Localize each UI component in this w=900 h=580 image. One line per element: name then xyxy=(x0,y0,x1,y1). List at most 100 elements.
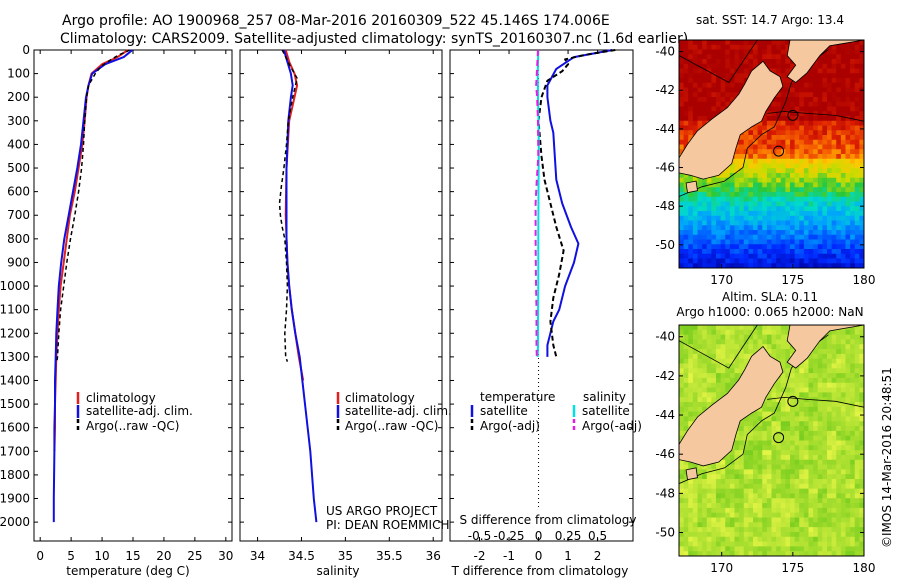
map-cell xyxy=(817,464,823,470)
map-cell xyxy=(776,225,782,231)
map-cell xyxy=(716,483,722,490)
map-cell xyxy=(850,101,856,108)
map-cell xyxy=(859,426,864,432)
map-cell xyxy=(790,454,796,461)
map-cell xyxy=(780,527,786,533)
map-cell xyxy=(748,125,754,131)
map-cell xyxy=(854,353,860,360)
map-cell xyxy=(688,196,694,203)
map-cell xyxy=(836,225,842,231)
map-cell xyxy=(702,97,708,103)
map-cell xyxy=(790,392,796,398)
map-cell xyxy=(780,459,786,466)
map-cell xyxy=(854,63,860,70)
map-cell xyxy=(757,206,763,212)
map-cell xyxy=(762,503,768,509)
map-cell xyxy=(859,234,864,241)
map-cell xyxy=(845,234,851,241)
map-cell xyxy=(836,541,842,547)
map-cell xyxy=(716,498,722,504)
map-cell xyxy=(794,459,800,466)
map-cell xyxy=(766,230,773,236)
map-cell xyxy=(776,135,782,141)
map-cell xyxy=(831,421,837,427)
map-cell xyxy=(859,253,864,260)
legend-satellite-label: satellite-adj. clim. xyxy=(86,404,193,418)
map-cell xyxy=(683,488,689,495)
map-cell xyxy=(794,440,800,446)
map-cell xyxy=(688,68,694,74)
map-cell xyxy=(729,454,736,461)
map-cell xyxy=(725,363,731,369)
map-cell xyxy=(827,163,833,169)
map-cell xyxy=(794,139,800,146)
map-cell xyxy=(734,173,740,179)
map-cell xyxy=(692,464,699,470)
map-cell xyxy=(720,59,726,65)
map-cell xyxy=(822,54,828,60)
map-cell xyxy=(840,54,847,60)
map-cell xyxy=(753,454,759,461)
map-cell xyxy=(845,130,851,136)
map-cell xyxy=(817,358,823,365)
map-cell xyxy=(794,387,800,393)
map-cell xyxy=(716,211,722,217)
map-cell xyxy=(766,483,773,490)
map-cell xyxy=(854,215,860,222)
map-cell xyxy=(799,97,805,103)
map-cell xyxy=(720,230,726,236)
map-cell xyxy=(729,182,736,188)
map-cell xyxy=(808,402,814,408)
map-cell xyxy=(692,49,699,55)
map-cell xyxy=(720,97,726,103)
map-cell xyxy=(679,220,685,226)
map-cell xyxy=(780,397,786,403)
map-cell xyxy=(692,551,699,556)
map-cell xyxy=(729,368,736,374)
map-cell xyxy=(794,87,800,93)
map-cell xyxy=(766,459,773,466)
map-cell xyxy=(813,187,819,193)
map-cell xyxy=(757,406,763,413)
map-cell xyxy=(683,546,689,552)
map-cell xyxy=(794,215,800,222)
map-cell xyxy=(748,536,754,543)
map-cell xyxy=(827,474,833,480)
map-cell xyxy=(840,531,847,538)
map-cell xyxy=(743,426,749,432)
map-cell xyxy=(803,97,810,103)
map-cell xyxy=(720,392,726,398)
y-tick-label: 400 xyxy=(7,137,30,151)
map-cell xyxy=(785,368,791,374)
map-cell xyxy=(854,469,860,475)
map-cell xyxy=(813,230,819,236)
map-cell xyxy=(716,59,722,65)
map-cell xyxy=(803,87,810,93)
map-cell xyxy=(794,517,800,523)
map-cell xyxy=(711,368,717,374)
map-cell xyxy=(803,177,810,184)
map-cell xyxy=(711,97,717,103)
map-cell xyxy=(679,464,685,470)
map-cell xyxy=(817,87,823,93)
map-cell xyxy=(840,493,847,499)
map-cell xyxy=(794,154,800,160)
map-cell xyxy=(831,234,837,241)
map-cell xyxy=(679,406,685,413)
map-cell xyxy=(817,130,823,136)
map-cell xyxy=(688,239,694,245)
map-cell xyxy=(697,377,703,384)
map-cell xyxy=(757,158,763,165)
map-cell xyxy=(780,206,786,212)
map-cell xyxy=(734,49,740,55)
map-cell xyxy=(785,507,791,514)
map-cell xyxy=(679,49,685,55)
map-cell xyxy=(720,522,726,528)
map-cell xyxy=(762,249,768,255)
series-line-salinity-argo-adj- xyxy=(534,49,540,357)
map-cell xyxy=(780,82,786,89)
map-cell xyxy=(840,464,847,470)
map-cell xyxy=(748,430,754,437)
map-cell xyxy=(790,377,796,384)
map-cell xyxy=(854,397,860,403)
